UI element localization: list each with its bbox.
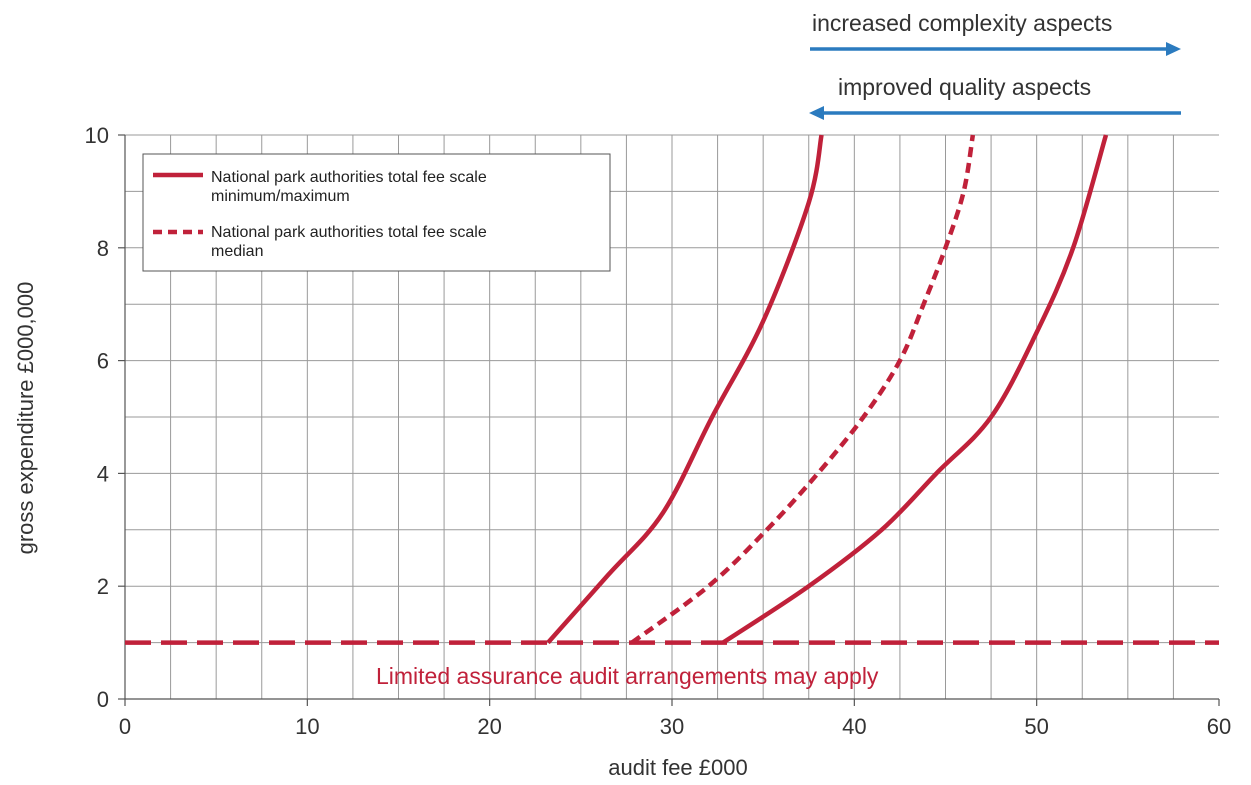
legend-box	[142, 153, 611, 272]
legend-entry-1-line1: National park authorities total fee scal…	[211, 169, 487, 186]
series-maximum	[721, 134, 1109, 645]
series-minimum	[546, 134, 824, 645]
y-tick-label: 10	[85, 123, 109, 148]
axes	[118, 134, 1220, 706]
x-tick-label: 30	[660, 714, 684, 739]
arrow-right-label: increased complexity aspects	[812, 10, 1112, 36]
arrow-right-head	[1166, 42, 1181, 56]
legend: National park authorities total fee scal…	[142, 153, 611, 272]
y-tick-label: 2	[97, 574, 109, 599]
y-tick-label: 0	[97, 687, 109, 712]
y-tick-label: 4	[97, 461, 109, 486]
series-group	[125, 134, 1219, 645]
legend-entry-2-line2: median	[211, 243, 263, 260]
x-tick-label: 40	[842, 714, 866, 739]
x-tick-label: 20	[477, 714, 501, 739]
arrows: increased complexity aspects improved qu…	[809, 10, 1181, 120]
x-tick-label: 60	[1207, 714, 1231, 739]
y-axis-title: gross expenditure £000,000	[13, 282, 38, 555]
x-axis-title: audit fee £000	[608, 755, 747, 780]
x-tick-label: 0	[119, 714, 131, 739]
y-tick-label: 8	[97, 236, 109, 261]
series-median	[630, 134, 976, 645]
threshold-label: Limited assurance audit arrangements may…	[376, 663, 879, 689]
x-tick-label: 50	[1024, 714, 1048, 739]
x-tick-labels: 0 10 20 30 40 50 60	[119, 714, 1231, 739]
legend-entry-2-line1: National park authorities total fee scal…	[211, 224, 487, 241]
arrow-left-label: improved quality aspects	[838, 74, 1091, 100]
y-tick-labels: 0 2 4 6 8 10	[85, 123, 109, 712]
arrow-left-head	[809, 106, 824, 120]
x-tick-label: 10	[295, 714, 319, 739]
y-tick-label: 6	[97, 349, 109, 374]
legend-entry-1-line2: minimum/maximum	[211, 188, 350, 205]
